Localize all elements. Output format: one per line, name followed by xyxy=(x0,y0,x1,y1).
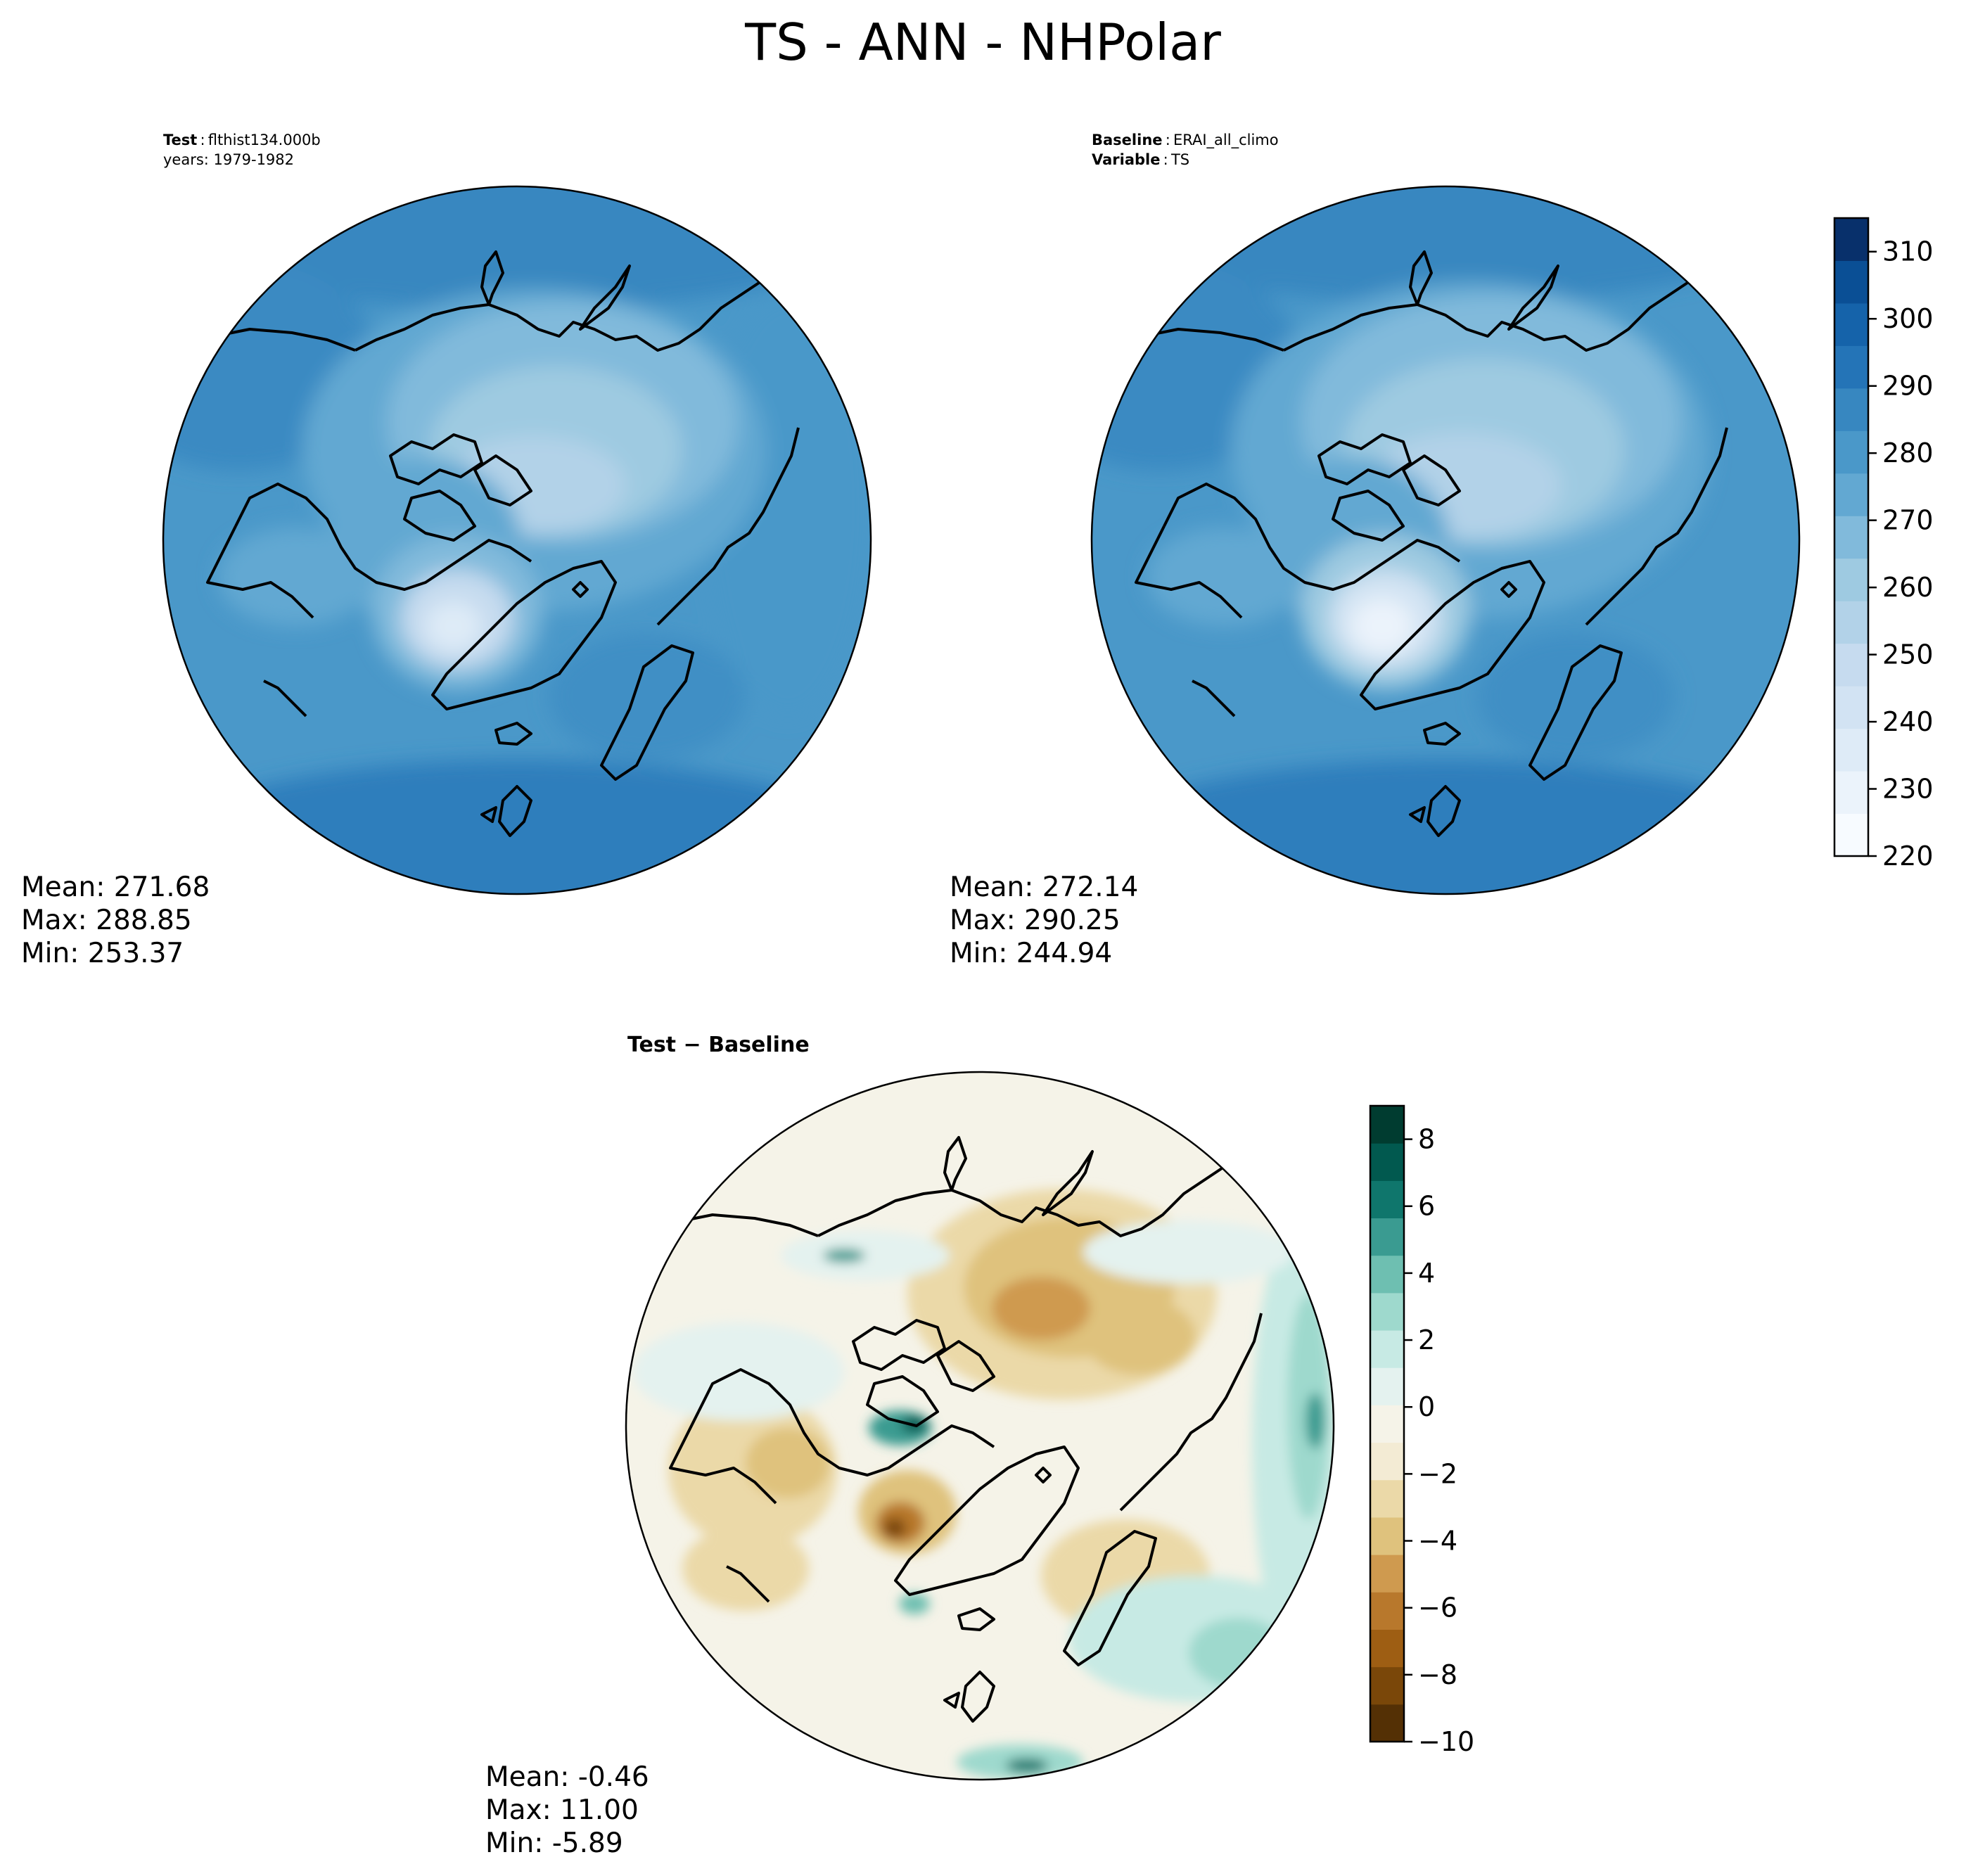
diff-map xyxy=(626,1072,1334,1780)
diff-colorbar-tick-label: 4 xyxy=(1418,1258,1435,1289)
diff-colorbar-segment xyxy=(1370,1292,1404,1331)
diff-max: Max: 11.00 xyxy=(485,1794,639,1826)
diff-colorbar-segment xyxy=(1370,1180,1404,1219)
abs-colorbar-segment xyxy=(1834,686,1868,729)
diff-colorbar-tick-label: −10 xyxy=(1418,1726,1474,1757)
baseline-header: Baseline : ERAI_all_climo Variable : TS xyxy=(1092,132,1279,168)
abs-colorbar-segment xyxy=(1834,601,1868,644)
abs-colorbar-tick-label: 260 xyxy=(1882,572,1934,603)
baseline-stats: Mean: 272.14 Max: 290.25 Min: 244.94 xyxy=(950,871,1138,970)
diff-colorbar-border xyxy=(1369,1104,1405,1743)
diff-colorbar-segment xyxy=(1370,1405,1404,1443)
diff-title: Test − Baseline xyxy=(627,1033,810,1057)
diff-colorbar-segment xyxy=(1370,1330,1404,1368)
diff-colorbar-segment xyxy=(1370,1143,1404,1181)
abs-colorbar: 220 230 240 250 260 270 280 290 300 310 xyxy=(1833,217,1934,872)
abs-colorbar-segment xyxy=(1834,302,1868,346)
abs-colorbar-segment xyxy=(1834,558,1868,601)
diff-stats: Mean: -0.46 Max: 11.00 Min: -5.89 xyxy=(485,1761,649,1860)
diff-colorbar-segment xyxy=(1370,1517,1404,1555)
test-header: Test : flthist134.000b years: 1979-1982 xyxy=(163,132,321,168)
abs-colorbar-tick-label: 230 xyxy=(1882,774,1934,805)
diff-colorbar-tick-label: 8 xyxy=(1418,1124,1435,1155)
diff-title-test: Test xyxy=(627,1033,677,1057)
test-map xyxy=(163,186,871,894)
abs-colorbar-border xyxy=(1833,217,1870,857)
diff-colorbar-segment xyxy=(1370,1555,1404,1593)
test-min: Min: 253.37 xyxy=(21,938,184,969)
test-label: Test xyxy=(163,132,198,148)
diff-map-border xyxy=(625,1071,1335,1781)
abs-colorbar-segment xyxy=(1834,260,1868,304)
baseline-map xyxy=(1092,186,1799,894)
variable-label: Variable xyxy=(1092,151,1161,168)
baseline-mean: Mean: 272.14 xyxy=(950,872,1139,903)
diff-colorbar-segment xyxy=(1370,1479,1404,1518)
diff-colorbar-segment xyxy=(1370,1106,1404,1144)
abs-colorbar-tick-label: 270 xyxy=(1882,505,1934,536)
baseline-min: Min: 244.94 xyxy=(950,938,1113,969)
diff-colorbar-segment xyxy=(1370,1704,1404,1742)
diff-colorbar-tick-label: −6 xyxy=(1418,1593,1457,1623)
diff-colorbar-segment xyxy=(1370,1255,1404,1294)
abs-colorbar-segment xyxy=(1834,643,1868,687)
baseline-label: Baseline xyxy=(1092,132,1163,148)
abs-colorbar-segment xyxy=(1834,728,1868,772)
diff-colorbar: −10 −8 −6 −4 −2 0 2 4 6 8 xyxy=(1369,1104,1474,1757)
test-map-border xyxy=(162,185,872,895)
abs-colorbar-tick-label: 250 xyxy=(1882,639,1934,670)
baseline-case: ERAI_all_climo xyxy=(1173,132,1279,148)
diff-colorbar-tick-label: −4 xyxy=(1418,1526,1457,1557)
figure-title: TS - ANN - NHPolar xyxy=(745,13,1221,72)
baseline-map-border xyxy=(1090,185,1801,895)
diff-colorbar-tick-label: 6 xyxy=(1418,1191,1435,1222)
abs-colorbar-segment xyxy=(1834,388,1868,431)
baseline-max: Max: 290.25 xyxy=(950,905,1121,936)
abs-colorbar-segment xyxy=(1834,473,1868,516)
abs-colorbar-segment xyxy=(1834,813,1868,857)
diff-min: Min: -5.89 xyxy=(485,1827,623,1859)
test-years: years: 1979-1982 xyxy=(163,151,295,168)
abs-colorbar-segment xyxy=(1834,430,1868,474)
diff-title-baseline: Baseline xyxy=(708,1033,810,1057)
test-mean: Mean: 271.68 xyxy=(21,872,210,903)
diff-colorbar-segment xyxy=(1370,1442,1404,1481)
diff-colorbar-segment xyxy=(1370,1629,1404,1668)
test-max: Max: 288.85 xyxy=(21,905,192,936)
abs-colorbar-segment xyxy=(1834,345,1868,389)
abs-colorbar-tick-label: 310 xyxy=(1882,236,1934,267)
abs-colorbar-tick-label: 300 xyxy=(1882,303,1934,334)
test-stats: Mean: 271.68 Max: 288.85 Min: 253.37 xyxy=(21,871,210,970)
diff-mean: Mean: -0.46 xyxy=(485,1761,649,1793)
diff-colorbar-tick-label: −2 xyxy=(1418,1458,1457,1489)
diff-colorbar-tick-label: −8 xyxy=(1418,1659,1457,1690)
diff-colorbar-tick-label: 2 xyxy=(1418,1325,1435,1355)
diff-colorbar-segment xyxy=(1370,1592,1404,1630)
abs-colorbar-tick-label: 240 xyxy=(1882,706,1934,737)
abs-colorbar-tick-label: 220 xyxy=(1882,841,1934,872)
abs-colorbar-tick-label: 290 xyxy=(1882,371,1934,402)
abs-colorbar-segment xyxy=(1834,771,1868,815)
diff-colorbar-segment xyxy=(1370,1666,1404,1705)
diff-colorbar-segment xyxy=(1370,1367,1404,1405)
diff-colorbar-segment xyxy=(1370,1218,1404,1256)
diff-title-operator: − xyxy=(683,1033,701,1057)
diff-colorbar-tick-label: 0 xyxy=(1418,1391,1435,1422)
variable-name: TS xyxy=(1170,151,1190,168)
abs-colorbar-tick-label: 280 xyxy=(1882,438,1934,468)
abs-colorbar-segment xyxy=(1834,218,1868,261)
abs-colorbar-segment xyxy=(1834,516,1868,559)
test-case: flthist134.000b xyxy=(208,132,321,148)
